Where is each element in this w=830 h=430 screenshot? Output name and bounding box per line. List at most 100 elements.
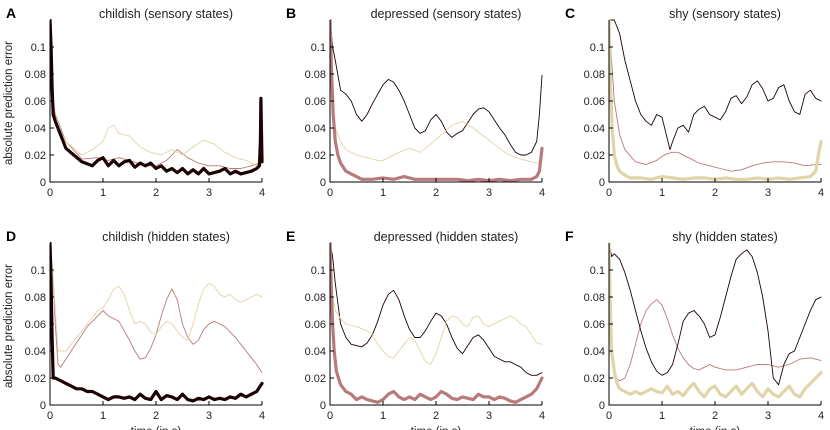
- panel-letter: D: [6, 228, 16, 244]
- x-tick-label: 0: [606, 410, 612, 422]
- x-tick-label: 1: [380, 187, 386, 199]
- y-tick-label: 0: [599, 400, 605, 412]
- y-tick-label: 0.02: [584, 373, 605, 385]
- panel-e: 0 0.02 0.04 0.06 0.08 0.1 0 1 2 3 4 E depressed (hid…: [286, 228, 545, 430]
- panel-f: 0 0.02 0.04 0.06 0.08 0.1 0 1 2 3 4 F shy (hidden st…: [565, 228, 824, 430]
- x-tick-label: 2: [712, 187, 718, 199]
- y-tick-label: 0.04: [584, 346, 605, 358]
- y-tick-label: 0.06: [584, 96, 605, 108]
- y-tick-label: 0.08: [25, 69, 46, 81]
- x-tick-label: 0: [606, 187, 612, 199]
- x-tick-label: 4: [539, 187, 545, 199]
- x-tick-label: 1: [100, 410, 106, 422]
- y-tick-label: 0.1: [311, 265, 326, 277]
- axes: [49, 243, 262, 406]
- y-tick-label: 0.08: [584, 69, 605, 81]
- x-tick-label: 1: [659, 187, 665, 199]
- panel-title: depressed (hidden states): [374, 230, 519, 244]
- y-tick-label: 0.04: [584, 123, 605, 135]
- y-tick-label: 0.04: [305, 346, 326, 358]
- series-line-depressed: [330, 19, 544, 182]
- x-tick-label: 1: [659, 410, 665, 422]
- series-line-childish: [50, 242, 264, 403]
- series-line-childish: [50, 19, 264, 176]
- y-tick-label: 0.1: [31, 42, 46, 54]
- x-tick-label: 2: [433, 187, 439, 199]
- series-line-depressed: [609, 242, 822, 382]
- x-tick-label: 4: [818, 187, 824, 199]
- series-line-childish: [609, 242, 822, 386]
- series-line-childish: [609, 19, 822, 151]
- y-tick-label: 0.06: [25, 96, 46, 108]
- y-tick-label: 0: [320, 400, 326, 412]
- x-tick-label: 0: [327, 410, 333, 422]
- axes: [49, 20, 262, 183]
- x-tick-label: 3: [206, 187, 212, 199]
- y-tick-label: 0.02: [25, 150, 46, 162]
- panel-a: 0 0.02 0.04 0.06 0.08 0.1 0 1 2 3 4 A childish (sens…: [3, 5, 265, 199]
- x-tick-label: 3: [765, 187, 771, 199]
- panel-letter: C: [565, 5, 575, 21]
- x-tick-label: 4: [818, 410, 824, 422]
- x-axis-label: time (in s): [131, 426, 182, 430]
- y-tick-label: 0.1: [311, 42, 326, 54]
- x-tick-label: 4: [539, 410, 545, 422]
- y-tick-label: 0.1: [590, 265, 605, 277]
- axes: [329, 20, 542, 183]
- series-line-childish: [330, 19, 543, 156]
- panel-title: childish (sensory states): [99, 7, 233, 21]
- x-tick-label: 2: [712, 410, 718, 422]
- axes: [329, 243, 542, 406]
- y-tick-label: 0.08: [584, 292, 605, 304]
- y-tick-label: 0.08: [25, 292, 46, 304]
- x-tick-label: 4: [259, 410, 265, 422]
- y-tick-label: 0.04: [25, 123, 46, 135]
- panel-b: 0 0.02 0.04 0.06 0.08 0.1 0 1 2 3 4 B depressed (sen…: [286, 5, 545, 199]
- y-tick-label: 0.08: [305, 69, 326, 81]
- y-tick-label: 0.04: [25, 346, 46, 358]
- y-tick-label: 0: [40, 400, 46, 412]
- series-line-depressed: [50, 242, 263, 374]
- panel-title: shy (hidden states): [672, 230, 778, 244]
- y-tick-label: 0.06: [305, 96, 326, 108]
- y-tick-label: 0.1: [31, 265, 46, 277]
- y-tick-label: 0.08: [305, 292, 326, 304]
- panel-letter: B: [286, 5, 296, 21]
- y-tick-label: 0.06: [25, 319, 46, 331]
- y-tick-label: 0: [599, 177, 605, 189]
- panel-d: 0 0.02 0.04 0.06 0.08 0.1 0 1 2 3 4 D childish (hidd…: [3, 228, 265, 430]
- y-axis-label: absolute prediction error: [3, 264, 15, 388]
- y-tick-label: 0: [320, 177, 326, 189]
- panel-letter: E: [286, 228, 295, 244]
- x-tick-label: 1: [380, 410, 386, 422]
- x-tick-label: 3: [486, 187, 492, 199]
- series-line-shy: [609, 19, 823, 181]
- panel-letter: A: [6, 5, 16, 21]
- y-tick-label: 0.04: [305, 123, 326, 135]
- x-tick-label: 3: [765, 410, 771, 422]
- series-line-shy: [330, 242, 543, 365]
- series-line-shy: [50, 19, 263, 167]
- series-line-depressed: [330, 242, 544, 404]
- x-tick-label: 3: [206, 410, 212, 422]
- series-line-shy: [330, 19, 543, 164]
- series-line-depressed: [609, 19, 822, 172]
- x-tick-label: 0: [327, 187, 333, 199]
- panel-title: childish (hidden states): [102, 230, 230, 244]
- series-line-shy: [50, 242, 263, 352]
- panel-c: 0 0.02 0.04 0.06 0.08 0.1 0 1 2 3 4 C shy (sensory s…: [565, 5, 824, 199]
- series-line-childish: [330, 242, 543, 376]
- x-tick-label: 2: [433, 410, 439, 422]
- x-tick-label: 4: [259, 187, 265, 199]
- y-axis-label: absolute prediction error: [3, 41, 15, 165]
- series-line-depressed: [50, 19, 263, 169]
- panel-title: depressed (sensory states): [371, 7, 522, 21]
- x-tick-label: 1: [100, 187, 106, 199]
- x-tick-label: 0: [47, 410, 53, 422]
- series-line-shy: [609, 242, 823, 399]
- y-tick-label: 0: [40, 177, 46, 189]
- y-tick-label: 0.02: [305, 373, 326, 385]
- panel-letter: F: [565, 228, 574, 244]
- y-tick-label: 0.02: [584, 150, 605, 162]
- x-tick-label: 3: [486, 410, 492, 422]
